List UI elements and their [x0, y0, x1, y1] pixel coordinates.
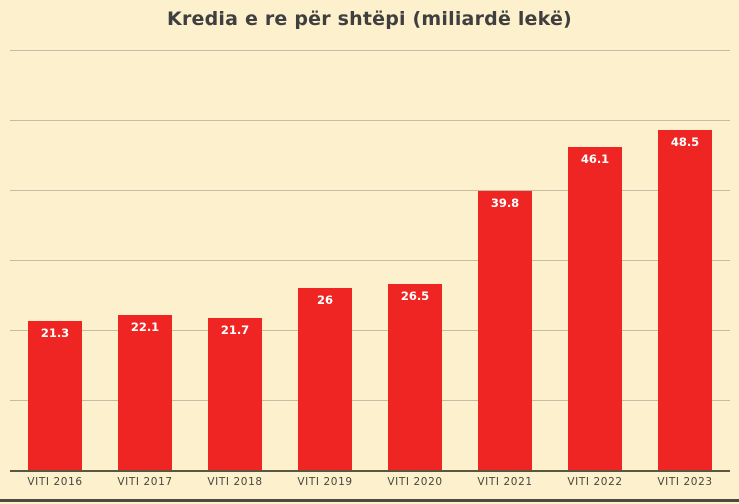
gridline-10: [10, 400, 730, 401]
bar-viti-2022: 46.1: [568, 147, 622, 470]
x-axis-line: [10, 470, 730, 472]
bar-viti-2020: 26.5: [388, 284, 442, 470]
x-axis-label-viti-2017: VITI 2017: [117, 476, 173, 488]
bar-value-label: 21.3: [40, 326, 70, 340]
gridline-30: [10, 260, 730, 261]
x-axis-label-viti-2018: VITI 2018: [207, 476, 263, 488]
bar-value-label: 26: [316, 293, 333, 307]
x-axis-label-viti-2019: VITI 2019: [297, 476, 353, 488]
x-axis-label-viti-2022: VITI 2022: [567, 476, 623, 488]
x-axis-label-viti-2020: VITI 2020: [387, 476, 443, 488]
bar-viti-2023: 48.5: [658, 130, 712, 470]
x-axis-label-viti-2016: VITI 2016: [27, 476, 83, 488]
bar-viti-2017: 22.1: [118, 315, 172, 470]
bottom-border-line: [0, 499, 739, 502]
x-axis-label-viti-2021: VITI 2021: [477, 476, 533, 488]
gridline-20: [10, 330, 730, 331]
bar-value-label: 26.5: [400, 289, 430, 303]
chart-title: Kredia e re për shtëpi (miliardë lekë): [167, 8, 572, 30]
x-axis-labels: VITI 2016 VITI 2017 VITI 2018 VITI 2019 VITI…: [10, 476, 730, 496]
bar-viti-2016: 21.3: [28, 321, 82, 470]
bar-value-label: 22.1: [130, 320, 160, 334]
bar-value-label: 46.1: [580, 152, 610, 166]
bar-viti-2019: 26: [298, 288, 352, 470]
bar-value-label: 39.8: [490, 196, 520, 210]
bar-value-label: 21.7: [220, 323, 250, 337]
gridline-50: [10, 120, 730, 121]
x-axis-label-viti-2023: VITI 2023: [657, 476, 713, 488]
bar-viti-2018: 21.7: [208, 318, 262, 470]
gridline-60: [10, 50, 730, 51]
gridline-40: [10, 190, 730, 191]
bar-viti-2021: 39.8: [478, 191, 532, 470]
bar-value-label: 48.5: [670, 135, 700, 149]
plot-area: 21.3 22.1 21.7 26 26.5 39.8 46.1 48.5: [10, 0, 730, 470]
